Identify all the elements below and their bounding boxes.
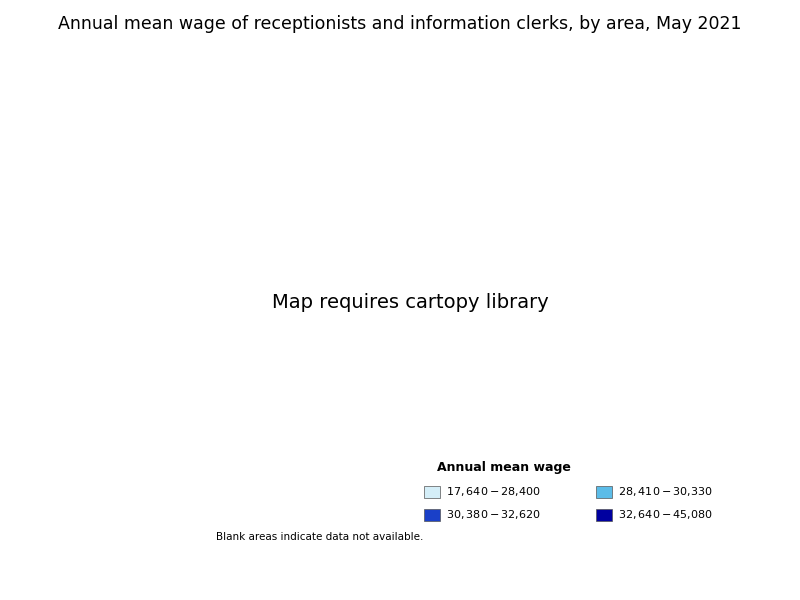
Text: Annual mean wage: Annual mean wage	[437, 461, 571, 474]
Text: Blank areas indicate data not available.: Blank areas indicate data not available.	[216, 532, 424, 542]
Text: $28,410 - $30,330: $28,410 - $30,330	[618, 485, 713, 499]
Text: $30,380 - $32,620: $30,380 - $32,620	[446, 508, 541, 521]
Text: $17,640 - $28,400: $17,640 - $28,400	[446, 485, 541, 499]
Text: $32,640 - $45,080: $32,640 - $45,080	[618, 508, 713, 521]
Text: Map requires cartopy library: Map requires cartopy library	[272, 293, 548, 313]
Text: Annual mean wage of receptionists and information clerks, by area, May 2021: Annual mean wage of receptionists and in…	[58, 15, 742, 33]
